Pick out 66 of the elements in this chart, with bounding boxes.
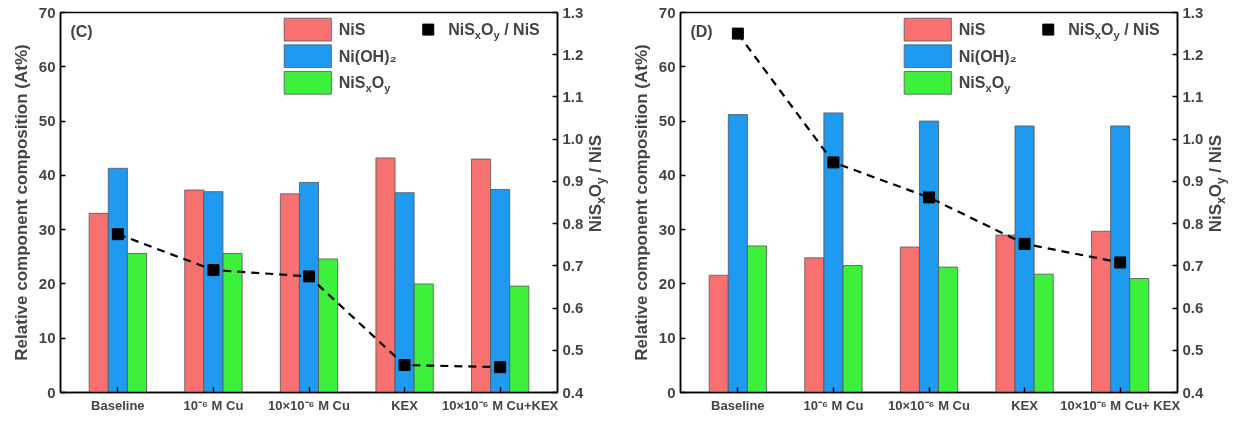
x-tick-label: Baseline — [91, 397, 145, 413]
y-tick-label: 0 — [667, 383, 676, 401]
point — [827, 156, 840, 169]
point — [494, 361, 507, 374]
x-tick-label: 10⁻⁶ M Cu — [803, 397, 864, 413]
y2-tick-label: 1.2 — [1182, 45, 1204, 63]
y2-tick-label: 1.3 — [1182, 3, 1204, 21]
x-tick-label: KEX — [391, 397, 419, 413]
legend-label: Ni(OH)₂ — [338, 47, 397, 65]
y2-tick-label: 0.5 — [562, 341, 584, 359]
y2-tick-label: 0.7 — [562, 256, 584, 274]
y-tick-label: 50 — [38, 112, 56, 130]
y-tick-label: 30 — [38, 220, 56, 238]
y2-axis-title: NiSxOy / NiS — [586, 134, 609, 233]
y2-tick-label: 0.4 — [562, 383, 585, 401]
y-tick-label: 10 — [38, 329, 56, 347]
y-tick-label: 60 — [658, 57, 676, 75]
y2-tick-label: 0.4 — [1182, 383, 1205, 401]
y-tick-label: 70 — [658, 3, 676, 21]
y2-tick-label: 0.8 — [562, 214, 584, 232]
y2-tick-label: 1.1 — [1182, 87, 1204, 105]
y2-tick-label: 1.3 — [562, 3, 584, 21]
text: (C) — [70, 23, 93, 40]
y2-tick-label: 1.0 — [562, 130, 584, 148]
text: (D) — [690, 23, 713, 40]
x-tick-label: 10×10⁻⁶ M Cu+KEX — [442, 397, 559, 413]
y-tick-label: 70 — [38, 3, 56, 21]
y2-tick-label: 1.0 — [1182, 130, 1204, 148]
point — [731, 27, 744, 40]
x-tick-label: 10×10⁻⁶ M Cu — [888, 397, 970, 413]
y2-tick-label: 0.6 — [1182, 299, 1204, 317]
y-tick-label: 60 — [38, 57, 56, 75]
x-tick-label: 10×10⁻⁶ M Cu — [268, 397, 350, 413]
x-tick-label: Baseline — [711, 397, 765, 413]
point — [1018, 237, 1031, 250]
legend-label: NiS — [958, 21, 986, 39]
y2-tick-label: 0.9 — [562, 172, 584, 190]
point — [1114, 256, 1127, 269]
y2-tick-label: 1.1 — [562, 87, 584, 105]
point — [207, 264, 220, 277]
x-tick-label: 10×10⁻⁶ M Cu+ KEX — [1060, 397, 1181, 413]
y-tick-label: 10 — [658, 329, 676, 347]
x-tick-label: 10⁻⁶ M Cu — [183, 397, 244, 413]
y-tick-label: 20 — [38, 274, 56, 292]
y-axis-title: Relative component composition (At%) — [11, 44, 31, 361]
y-tick-label: 40 — [658, 166, 676, 184]
y2-tick-label: 0.7 — [1182, 256, 1204, 274]
legend-label: NiS — [338, 21, 366, 39]
y-tick-label: 50 — [658, 112, 676, 130]
y-tick-label: 40 — [38, 166, 56, 184]
y-tick-label: 0 — [47, 383, 56, 401]
point — [398, 359, 411, 372]
y2-tick-label: 0.8 — [1182, 214, 1204, 232]
y2-tick-label: 0.6 — [562, 299, 584, 317]
y-axis-title: Relative component composition (At%) — [631, 44, 651, 361]
point — [111, 228, 124, 241]
x-tick-label: KEX — [1011, 397, 1039, 413]
y2-tick-label: 0.5 — [1182, 341, 1204, 359]
y2-axis-title: NiSxOy / NiS — [1206, 134, 1229, 233]
y-tick-label: 30 — [658, 220, 676, 238]
y2-tick-label: 1.2 — [562, 45, 584, 63]
point — [303, 270, 315, 283]
y-tick-label: 20 — [658, 274, 676, 292]
legend-label: Ni(OH)₂ — [958, 47, 1017, 65]
point — [923, 191, 935, 204]
y2-tick-label: 0.9 — [1182, 172, 1204, 190]
